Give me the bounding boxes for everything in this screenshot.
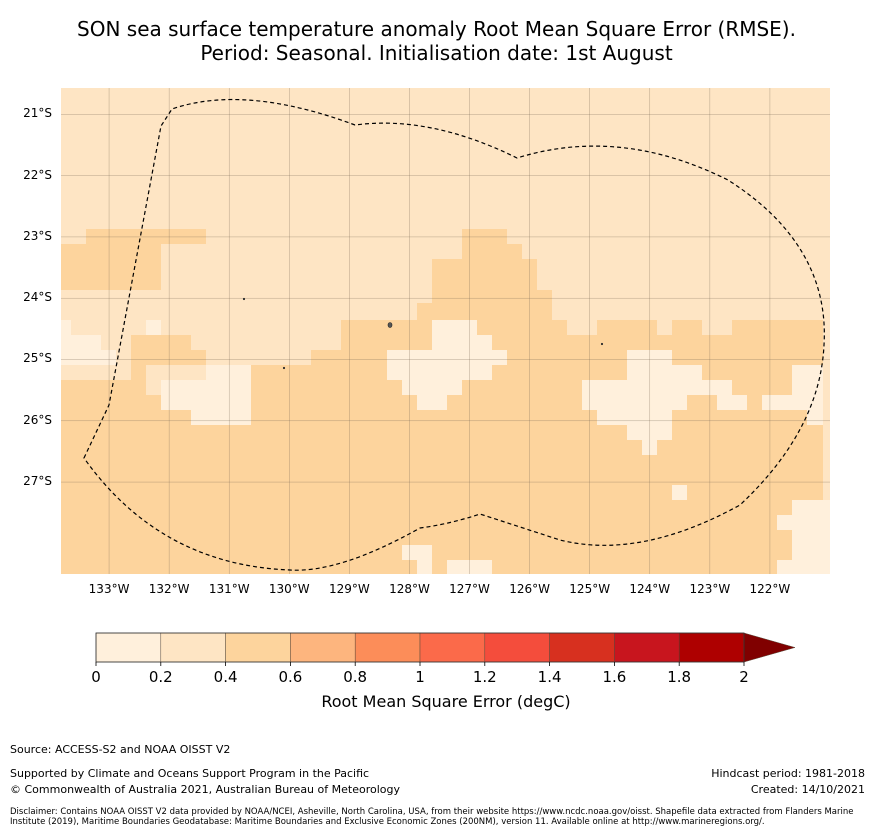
island-ducie-area xyxy=(242,297,246,301)
rmse-fill-regions xyxy=(61,229,830,574)
hindcast-period-text: Hindcast period: 1981-2018 xyxy=(711,767,865,780)
rmse-0-0.2-region-7 xyxy=(161,365,251,425)
rmse-0.4-0.6-region-0 xyxy=(61,229,206,290)
x-tick-label: 125°W xyxy=(569,582,611,596)
colorbar-segment-2 xyxy=(225,632,291,663)
colorbar-label: Root Mean Square Error (degC) xyxy=(321,692,571,711)
rmse-0-0.2-region-3 xyxy=(777,500,830,574)
rmse-0.4-0.6-region-2 xyxy=(131,335,206,380)
colorbar-tick-label: 0.2 xyxy=(148,668,173,686)
y-tick-label: 25°S xyxy=(23,351,52,366)
colorbar-tick-label: 1.8 xyxy=(667,668,692,686)
colorbar-segment-8 xyxy=(614,632,680,663)
colorbar-tick-label: 0 xyxy=(91,668,101,686)
colorbar-tick-label: 1.6 xyxy=(602,668,627,686)
colorbar-segment-3 xyxy=(290,632,356,663)
y-tick-label: 24°S xyxy=(23,290,52,305)
rmse-0-0.2-region-2 xyxy=(582,350,823,455)
colorbar-tick-label: 1 xyxy=(415,668,425,686)
disclaimer-text: Disclaimer: Contains NOAA OISST V2 data … xyxy=(10,807,854,827)
colorbar-segment-9 xyxy=(678,632,745,663)
island-pitcairn xyxy=(387,322,393,328)
copyright-text: © Commonwealth of Australia 2021, Austra… xyxy=(10,783,400,796)
colorbar-segment-5 xyxy=(419,632,486,663)
colorbar-segment-6 xyxy=(484,632,550,663)
colorbar-tick-label: 0.8 xyxy=(343,668,368,686)
x-tick-label: 132°W xyxy=(148,582,190,596)
colorbar-segment-1 xyxy=(160,632,226,663)
rmse-0-0.2-region-0 xyxy=(61,320,116,365)
colorbar-tick-label: 1.4 xyxy=(537,668,562,686)
colorbar-tick-label: 0.4 xyxy=(213,668,238,686)
colorbar-extend-arrow xyxy=(743,632,796,663)
x-tick-label: 131°W xyxy=(208,582,250,596)
x-tick-label: 130°W xyxy=(268,582,310,596)
x-tick-label: 123°W xyxy=(689,582,731,596)
x-tick-label: 122°W xyxy=(749,582,791,596)
map-plot-area xyxy=(61,88,830,574)
colorbar-segment-7 xyxy=(549,632,615,663)
supported-text: Supported by Climate and Oceans Support … xyxy=(10,767,370,780)
eez-boundary xyxy=(83,98,825,571)
colorbar-tick-label: 1.2 xyxy=(472,668,497,686)
colorbar-segment-4 xyxy=(354,632,421,663)
island-henderson-area xyxy=(282,366,286,370)
rmse-0-0.2-region-6 xyxy=(672,485,687,500)
y-tick-label: 23°S xyxy=(23,228,52,243)
pitcairn-islands xyxy=(242,297,604,370)
y-tick-label: 26°S xyxy=(23,412,52,427)
created-date-text: Created: 14/10/2021 xyxy=(750,783,865,796)
chart-title-line-2: Period: Seasonal. Initialisation date: 1… xyxy=(200,41,673,65)
y-tick-label: 21°S xyxy=(23,106,52,121)
island-oeno-area xyxy=(600,342,604,346)
x-tick-label: 129°W xyxy=(328,582,370,596)
x-tick-label: 126°W xyxy=(509,582,550,596)
rmse-0-0.2-region-1 xyxy=(387,320,507,410)
colorbar-tick-label: 2 xyxy=(739,668,749,686)
x-tick-label: 124°W xyxy=(629,582,671,596)
rmse-0-0.2-region-8 xyxy=(146,320,161,335)
colorbar xyxy=(95,632,796,666)
colorbar-tick-label: 0.6 xyxy=(278,668,303,686)
colorbar-segment-0 xyxy=(95,632,162,663)
map-gridlines xyxy=(61,88,830,574)
source-text: Source: ACCESS-S2 and NOAA OISST V2 xyxy=(10,743,231,756)
y-tick-label: 27°S xyxy=(23,474,52,489)
x-tick-label: 128°W xyxy=(389,582,430,596)
x-tick-label: 133°W xyxy=(88,582,130,596)
y-tick-label: 22°S xyxy=(23,167,52,182)
chart-title-line-1: SON sea surface temperature anomaly Root… xyxy=(77,17,796,41)
x-tick-label: 127°W xyxy=(449,582,490,596)
